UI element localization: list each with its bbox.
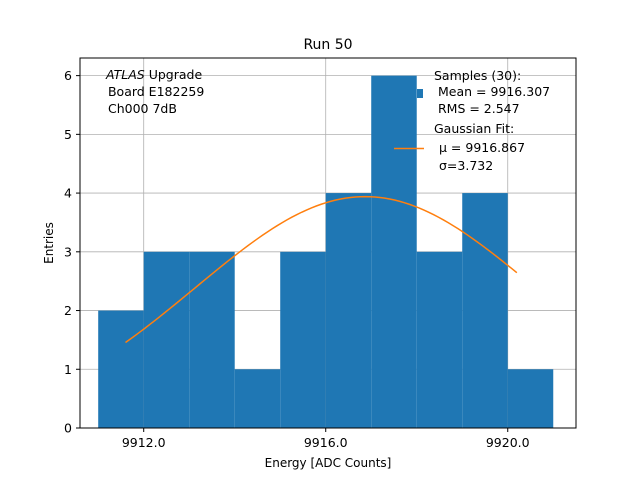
legend-mean: Mean = 9916.307: [434, 84, 550, 99]
gaussian-fit-curve: [125, 195, 518, 344]
histogram-bar: [143, 251, 190, 428]
histogram-bar: [507, 369, 554, 428]
y-tick-label: 6: [64, 68, 72, 83]
x-axis-ticks: 9912.0 9916.0 9920.0: [122, 428, 530, 450]
legend-samples-title: Samples (30):: [434, 68, 521, 83]
histogram-bar: [371, 75, 417, 428]
histogram-bar: [462, 193, 508, 428]
annotation-upgrade: Upgrade: [145, 67, 203, 82]
legend-sigma: σ=3.732: [439, 158, 493, 173]
histogram-bar: [234, 369, 281, 428]
histogram-bar: [280, 251, 326, 428]
y-tick-label: 3: [64, 244, 72, 259]
x-tick-label: 9916.0: [304, 435, 348, 450]
annotation-line-1: ATLAS Upgrade: [105, 67, 202, 82]
legend-fit-title: Gaussian Fit:: [434, 121, 514, 136]
y-tick-label: 2: [64, 303, 72, 318]
legend-samples-patch: [417, 89, 423, 98]
chart-title: Run 50: [303, 37, 352, 53]
x-axis-label: Energy [ADC Counts]: [265, 456, 392, 470]
y-axis-ticks: 0 1 2 3 4 5 6: [64, 68, 80, 436]
legend: Samples (30): Mean = 9916.307 RMS = 2.54…: [394, 68, 550, 173]
plot-frame: [79, 57, 577, 429]
x-tick-label: 9920.0: [486, 435, 530, 450]
histogram-bars: [98, 75, 554, 428]
y-tick-label: 1: [64, 362, 72, 377]
histogram-bar: [189, 251, 235, 428]
histogram-bar: [98, 310, 144, 428]
y-tick-label: 4: [64, 186, 72, 201]
histogram-bar: [325, 193, 372, 428]
annotation-atlas: ATLAS: [105, 67, 145, 82]
y-tick-label: 0: [64, 421, 72, 436]
y-tick-label: 5: [64, 127, 72, 142]
annotation-line-3: Ch000 7dB: [104, 101, 177, 116]
legend-rms: RMS = 2.547: [434, 101, 520, 116]
legend-mu: μ = 9916.867: [439, 140, 525, 155]
x-tick-label: 9912.0: [122, 435, 166, 450]
annotation-line-2: Board E182259: [104, 84, 204, 99]
y-axis-label: Entries: [42, 222, 56, 264]
atlas-annotation: ATLAS Upgrade Board E182259 Ch000 7dB: [104, 67, 204, 116]
histogram-bar: [416, 251, 463, 428]
